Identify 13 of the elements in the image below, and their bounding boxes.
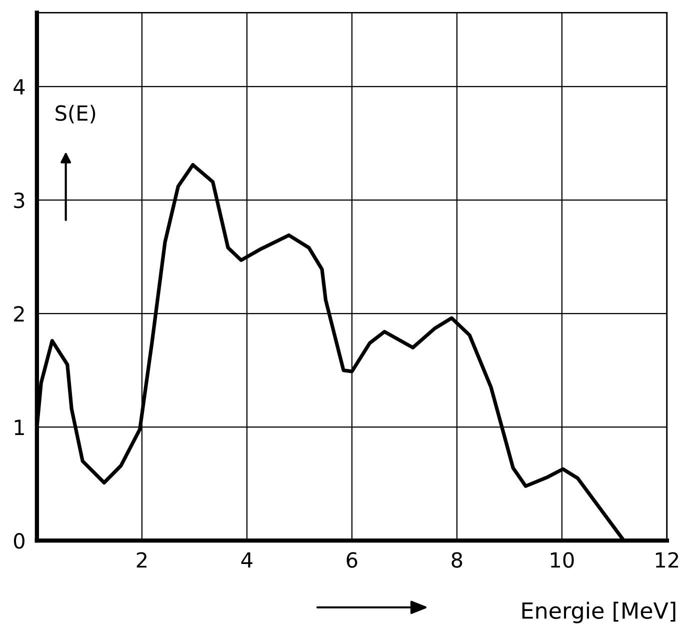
x-axis-title: Energie [MeV] <box>522 602 676 624</box>
y-axis-title: S(E) <box>56 104 96 124</box>
x-tick-label: 4 <box>241 552 252 568</box>
y-tick-label: 4 <box>14 79 25 94</box>
x-tick-label: 12 <box>656 552 678 568</box>
x-tick-label: 6 <box>346 552 358 568</box>
x-tick-label: 2 <box>136 552 146 568</box>
y-tick-label: 1 <box>14 420 24 435</box>
y-tick-label: 0 <box>14 533 24 549</box>
y-tick-label: 3 <box>14 192 24 208</box>
y-tick-label: 2 <box>14 306 24 322</box>
x-tick-label: 10 <box>550 552 574 568</box>
x-tick-label: 8 <box>452 552 462 568</box>
